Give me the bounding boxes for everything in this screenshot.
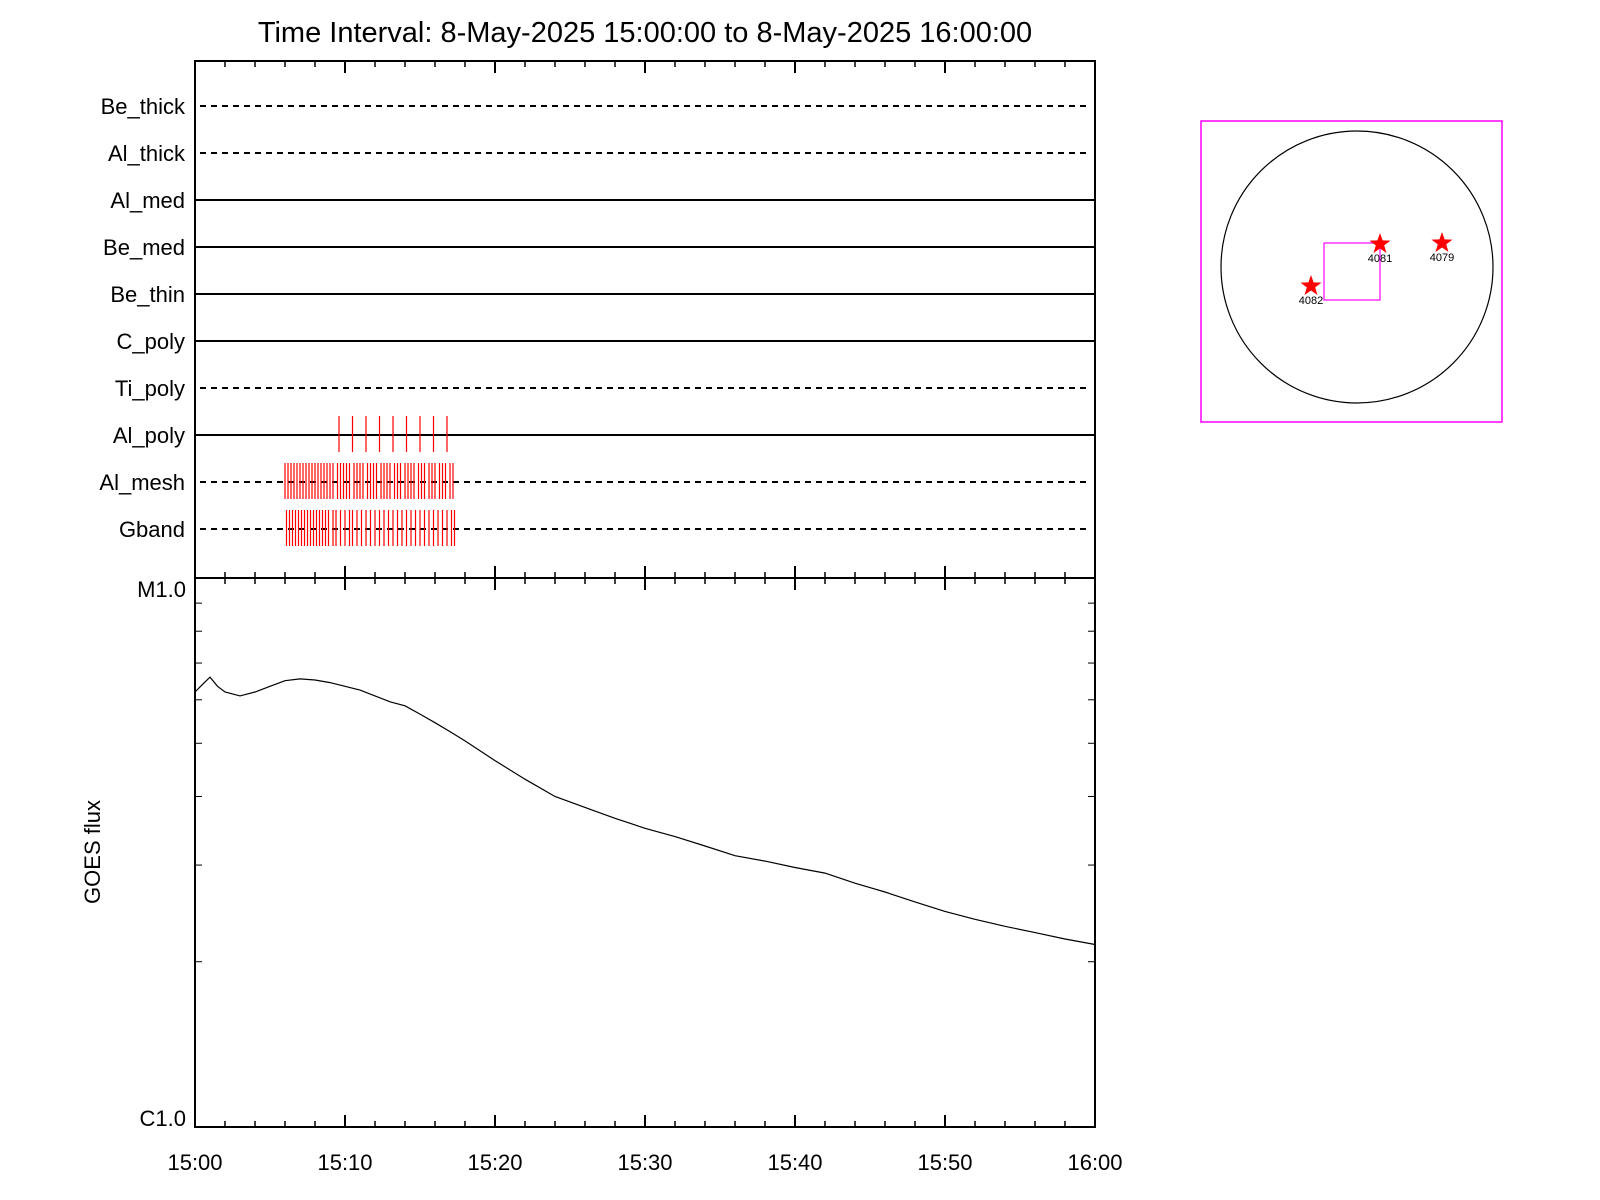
timeline-row: Al_med <box>110 188 1095 213</box>
timeline-row: Ti_poly <box>115 376 1091 401</box>
field-of-view-box <box>1323 242 1381 301</box>
row-label: Al_med <box>110 188 185 213</box>
x-tick-label: 15:50 <box>917 1150 972 1175</box>
row-label: C_poly <box>117 329 185 354</box>
region-label: 4079 <box>1430 252 1454 264</box>
row-label: Al_mesh <box>99 470 185 495</box>
star-icon <box>1300 275 1322 295</box>
active-region-4082: 4082 <box>1299 275 1323 307</box>
row-label: Be_med <box>103 235 185 260</box>
row-label: Ti_poly <box>115 376 185 401</box>
row-label: Al_poly <box>113 423 185 448</box>
x-tick-label: 15:10 <box>317 1150 372 1175</box>
goes-flux-line <box>194 676 1096 946</box>
goes-panel-frame <box>194 577 1096 1128</box>
y-axis-label: GOES flux <box>80 800 105 904</box>
star-icon <box>1431 232 1453 252</box>
x-tick-label: 15:30 <box>617 1150 672 1175</box>
timeline-row: Al_mesh <box>99 463 1091 499</box>
timeline-row: Be_med <box>103 235 1095 260</box>
timeline-row: Al_poly <box>113 416 1095 452</box>
y-tick-label-top: M1.0 <box>137 577 186 602</box>
timeline-axis-ticks <box>194 61 1096 578</box>
x-tick-labels: 15:00 15:10 15:20 15:30 15:40 15:50 16:00 <box>167 1150 1122 1175</box>
timeline-rows: Be_thick Al_thick Al_med Be_med Be_thin C_pol… <box>99 94 1095 546</box>
timeline-row: C_poly <box>117 329 1095 354</box>
timeline-panel-frame <box>194 60 1096 579</box>
timeline-row: Al_thick <box>108 141 1091 166</box>
sun-map-frame <box>1200 120 1503 423</box>
active-region-4081: 4081 <box>1368 233 1392 265</box>
row-label: Be_thin <box>110 282 185 307</box>
x-tick-label: 16:00 <box>1067 1150 1122 1175</box>
goes-axis-ticks <box>194 578 1096 1127</box>
x-tick-label: 15:00 <box>167 1150 222 1175</box>
timeline-row: Be_thick <box>101 94 1091 119</box>
star-icon <box>1369 233 1391 253</box>
y-tick-label-bottom: C1.0 <box>140 1106 186 1131</box>
active-region-4079: 4079 <box>1430 232 1454 264</box>
row-label: Be_thick <box>101 94 186 119</box>
region-label: 4081 <box>1368 253 1392 265</box>
x-tick-label: 15:20 <box>467 1150 522 1175</box>
timeline-row: Gband <box>119 510 1091 546</box>
row-label: Gband <box>119 517 185 542</box>
x-tick-label: 15:40 <box>767 1150 822 1175</box>
timeline-row: Be_thin <box>110 282 1095 307</box>
chart-title: Time Interval: 8-May-2025 15:00:00 to 8-… <box>258 17 1032 49</box>
region-label: 4082 <box>1299 295 1323 307</box>
solar-disk <box>1220 130 1494 404</box>
row-label: Al_thick <box>108 141 186 166</box>
